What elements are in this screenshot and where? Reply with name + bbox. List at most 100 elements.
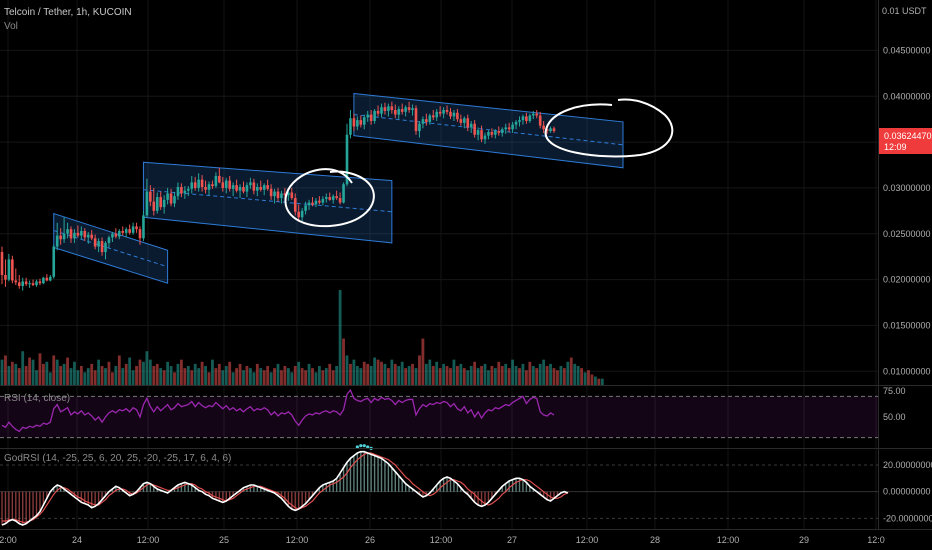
godrsi-legend[interactable]: GodRSI (14, -25, 25, 6, 20, 25, -20, -25…: [4, 453, 231, 464]
volume-bar: [342, 338, 345, 385]
volume-bar: [242, 370, 245, 385]
time-axis[interactable]: 2:00 24 12:00 25 12:00 26 12:00 27 12:00 28 12:00 2…: [0, 535, 885, 545]
time-tick-label: 12:00: [286, 535, 309, 545]
candle-body: [49, 276, 52, 281]
candle-body: [307, 202, 311, 206]
candle-body: [90, 234, 93, 239]
volume-bar: [17, 368, 21, 385]
volume-bar: [562, 368, 566, 385]
candle-body: [452, 112, 456, 117]
volume-bar: [518, 368, 521, 385]
candle-body: [473, 123, 476, 135]
candle-body: [218, 176, 221, 183]
volume-bar: [459, 363, 463, 385]
volume-bar: [414, 368, 418, 385]
candle-body: [525, 116, 528, 121]
candle-body: [514, 121, 518, 125]
candle-body: [345, 134, 349, 185]
candle-body: [249, 182, 252, 186]
rsi-band: [0, 395, 878, 439]
symbol-title[interactable]: Telcoin / Tether, 1h, KUCOIN: [4, 7, 132, 18]
candle-body: [118, 231, 121, 237]
volume-bar: [217, 363, 221, 385]
volume-bar: [159, 368, 163, 385]
time-tick-label: 25: [219, 535, 229, 545]
godrsi-overbought-dot: [362, 444, 366, 448]
candle-body: [197, 179, 200, 188]
candle-body: [162, 199, 166, 208]
candle-body: [190, 182, 194, 189]
candle-body: [114, 233, 118, 237]
volume-bar: [204, 366, 207, 385]
volume-bar: [200, 361, 204, 385]
volume-bar: [380, 361, 383, 385]
volume-bar: [276, 363, 280, 385]
volume-bar: [273, 368, 276, 385]
volume-bar: [576, 366, 580, 385]
candle-body: [449, 111, 452, 117]
candle-body: [259, 187, 263, 190]
candle-body: [211, 184, 214, 187]
candle-body: [214, 176, 218, 187]
candle-body: [38, 281, 42, 284]
candle-body: [290, 192, 294, 198]
time-tick-label: 12:00: [137, 535, 160, 545]
godrsi-indicator: 20.00000000 0.00000000 -20.00000000: [0, 444, 932, 526]
rsi-legend[interactable]: RSI (14, close): [4, 393, 70, 404]
candle-body: [193, 182, 197, 188]
godrsi-overbought-dot: [366, 445, 370, 449]
candle-body: [166, 193, 169, 200]
volume-bar: [331, 370, 335, 385]
candle-body: [300, 210, 304, 218]
volume-bar: [349, 363, 352, 385]
candle-body: [252, 182, 256, 191]
candle-body: [463, 118, 466, 123]
volume-bar: [514, 366, 518, 385]
candle-body: [128, 229, 131, 233]
candle-body: [207, 184, 211, 190]
candle-body: [266, 185, 269, 189]
volume-bar: [511, 359, 514, 385]
volume-bar: [428, 359, 432, 385]
volume-bar: [573, 363, 577, 385]
volume-bar: [469, 366, 473, 385]
volume-bar: [300, 368, 304, 385]
volume-bar: [373, 357, 376, 385]
volume-bar: [390, 359, 394, 385]
volume-bar: [538, 363, 542, 385]
volume-bar: [290, 372, 294, 385]
candle-body: [342, 184, 345, 203]
candle-body: [456, 112, 459, 120]
volume-bar: [590, 374, 594, 385]
candle-body: [97, 241, 100, 247]
candle-body: [283, 193, 287, 196]
candle-body: [383, 107, 387, 111]
candle-body: [238, 187, 242, 191]
price-candles: [0, 101, 556, 291]
candle-body: [483, 135, 487, 140]
price-tick-label: 0.02000000: [883, 275, 931, 285]
volume-bar: [324, 368, 328, 385]
volume-bar: [359, 368, 363, 385]
candle-body: [369, 114, 373, 121]
volume-bar: [521, 363, 525, 385]
volume-bar: [52, 355, 56, 385]
candle-body: [297, 211, 300, 218]
candle-body: [235, 185, 238, 191]
candle-body: [518, 120, 521, 122]
candle-body: [431, 115, 435, 118]
candle-body: [494, 131, 497, 135]
candle-body: [124, 229, 128, 233]
volume-bar: [7, 366, 11, 385]
candle-body: [138, 229, 142, 239]
candle-body: [459, 119, 463, 123]
candle-body: [0, 252, 4, 275]
candle-body: [411, 108, 414, 110]
candle-body: [111, 233, 114, 238]
candle-body: [204, 187, 207, 190]
candle-body: [532, 113, 535, 116]
candle-body: [273, 191, 276, 197]
volume-bar: [24, 366, 28, 385]
